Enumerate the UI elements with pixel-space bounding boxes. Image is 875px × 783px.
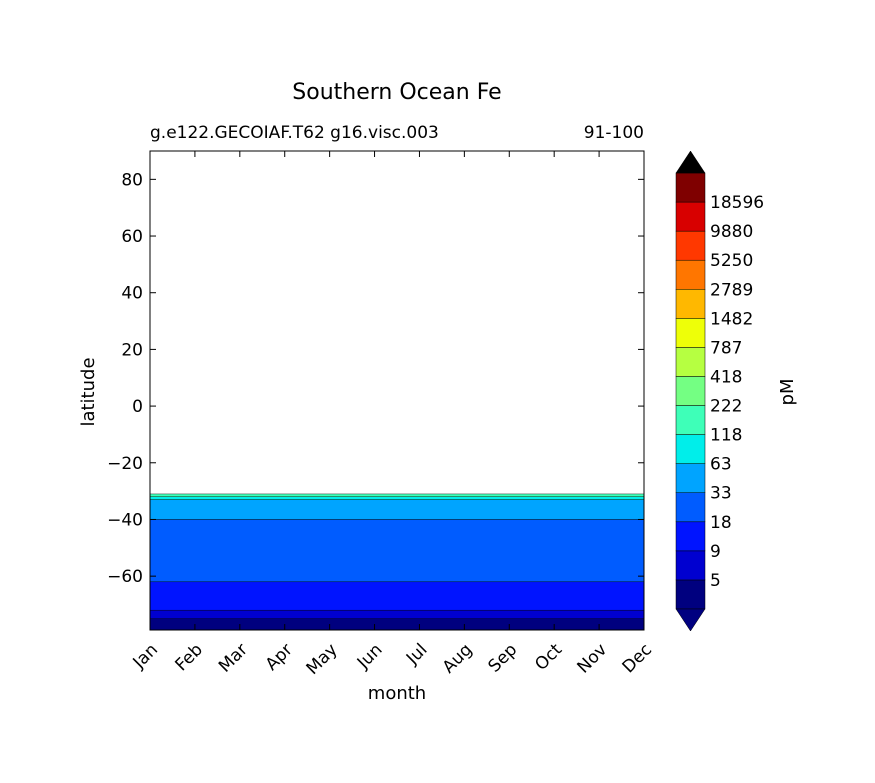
contour-field <box>150 493 644 630</box>
colorbar-swatch-6 <box>675 405 706 435</box>
colorbar-tick-label: 9880 <box>710 222 753 242</box>
x-tick-label: Jan <box>129 640 162 673</box>
y-tick-label: −40 <box>107 510 143 530</box>
y-axis: 80 60 40 20 0 −20 −40 −60 <box>107 170 644 587</box>
colorbar-swatch-4 <box>675 463 706 493</box>
colorbar-swatch-13 <box>675 201 706 232</box>
colorbar-swatch-12 <box>675 230 706 261</box>
colorbar-swatch-8 <box>675 347 706 377</box>
x-tick-label: May <box>303 640 342 679</box>
colorbar-swatch-5 <box>675 434 706 464</box>
contour-band-2 <box>150 581 644 611</box>
y-tick-label: 0 <box>132 397 143 417</box>
contour-band-5 <box>150 496 644 500</box>
colorbar-swatch-14 <box>675 172 706 203</box>
x-tick-label: Nov <box>574 640 612 678</box>
colorbar-tick-label: 222 <box>710 397 742 417</box>
contour-band-6 <box>150 493 644 497</box>
contour-band-3 <box>150 519 644 583</box>
colorbar-swatch-0 <box>675 579 706 610</box>
colorbar-tick-label: 18596 <box>710 193 764 213</box>
colorbar-tick-label: 2789 <box>710 280 753 300</box>
x-tick-label: Feb <box>171 640 206 675</box>
x-tick-label: Jul <box>402 640 431 669</box>
chart-subtitle-left: g.e122.GECOIAF.T62 g16.visc.003 <box>150 123 439 143</box>
x-tick-label: Jun <box>353 640 387 674</box>
colorbar-tick-label: 1482 <box>710 309 753 329</box>
plot-area <box>150 151 644 630</box>
colorbar-tick-label: 63 <box>710 455 732 475</box>
colorbar: 5 9 18 33 63 118 222 418 787 1482 2789 5250 9880 1859… <box>675 150 764 632</box>
x-tick-label: Apr <box>262 640 297 675</box>
y-tick-label: −60 <box>107 567 143 587</box>
y-tick-label: 20 <box>121 340 143 360</box>
contour-band-0 <box>150 618 644 630</box>
colorbar-swatch-10 <box>675 289 706 319</box>
contour-band-4 <box>150 499 644 520</box>
y-tick-label: 60 <box>121 227 143 247</box>
x-tick-label: Mar <box>215 640 252 677</box>
x-tick-label: Sep <box>484 640 521 677</box>
y-axis-label: latitude <box>78 357 99 426</box>
colorbar-swatch-2 <box>675 521 706 552</box>
y-tick-label: 80 <box>121 170 143 190</box>
colorbar-swatch-9 <box>675 318 706 348</box>
chart-subtitle-right: 91-100 <box>584 123 644 143</box>
colorbar-tick-label: 5250 <box>710 251 753 271</box>
colorbar-tick-label: 33 <box>710 484 732 504</box>
colorbar-tick-label: 118 <box>710 426 742 446</box>
colorbar-tick-label: 9 <box>710 542 721 562</box>
colorbar-label: pM <box>777 379 798 406</box>
colorbar-swatch-11 <box>675 259 706 290</box>
colorbar-tick-label: 418 <box>710 367 742 387</box>
colorbar-swatch-7 <box>675 376 706 406</box>
y-tick-label: 40 <box>121 284 143 304</box>
x-tick-label: Dec <box>619 640 656 677</box>
y-tick-label: −20 <box>107 454 143 474</box>
x-axis-label: month <box>368 683 426 704</box>
colorbar-under-arrow <box>675 608 706 632</box>
x-tick-label: Aug <box>439 640 477 678</box>
colorbar-swatch-3 <box>675 492 706 523</box>
x-tick-label: Oct <box>531 640 566 675</box>
colorbar-tick-label: 18 <box>710 513 732 533</box>
colorbar-swatch-1 <box>675 550 706 581</box>
colorbar-tick-label: 787 <box>710 338 742 358</box>
chart-title: Southern Ocean Fe <box>292 80 501 105</box>
plot-frame <box>149 150 645 631</box>
colorbar-over-arrow <box>675 150 706 174</box>
contour-band-1 <box>150 609 644 619</box>
colorbar-tick-label: 5 <box>710 571 721 591</box>
